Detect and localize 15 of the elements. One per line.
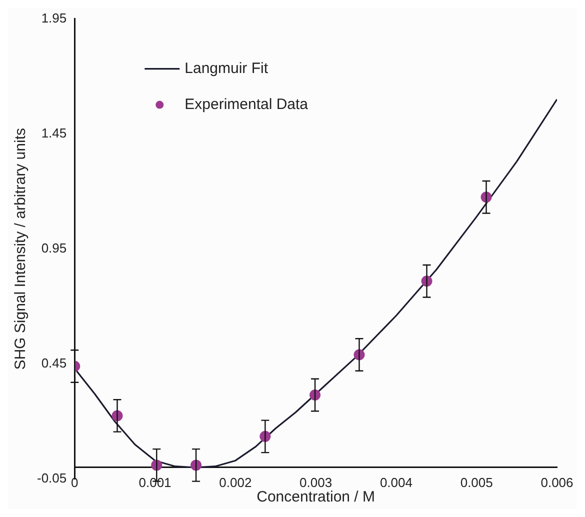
x-tick-label: 0.006	[540, 474, 574, 490]
x-axis-title: Concentration / M	[256, 488, 376, 506]
x-tick-label: 0.005	[460, 474, 493, 490]
legend-label: Experimental Data	[184, 96, 309, 113]
y-tick-label: 0.95	[41, 240, 67, 256]
y-axis-title: SHG Signal Intensity / arbitrary units	[12, 128, 30, 370]
x-tick-label: 0.003	[300, 474, 332, 490]
x-tick-label: 0.001	[138, 474, 172, 490]
y-tick-label: 1.95	[41, 10, 67, 26]
y-tick-label: 0.45	[41, 356, 67, 371]
x-tick-label: 0.002	[219, 474, 252, 490]
legend-label: Langmuir Fit	[184, 60, 269, 77]
y-tick-label: 1.45	[41, 125, 67, 140]
y-tick-label: -0.05	[36, 470, 67, 486]
x-tick-label: 0.004	[380, 474, 412, 490]
